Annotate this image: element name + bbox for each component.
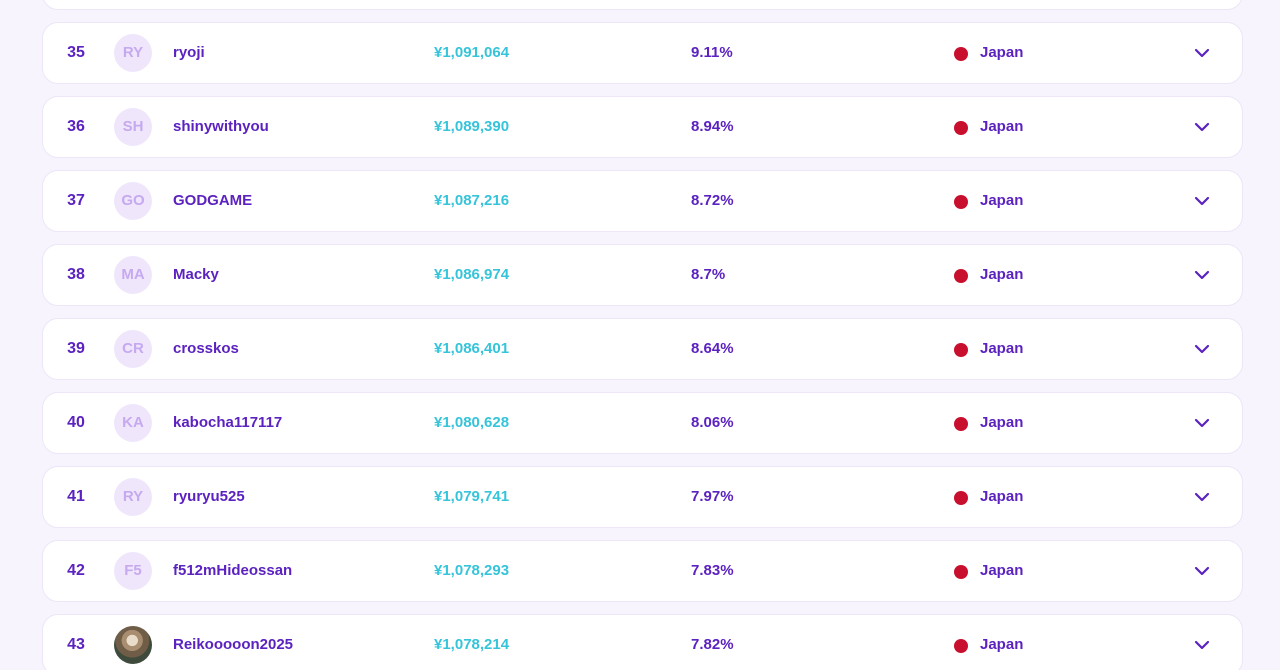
chevron-down-icon[interactable] <box>1193 44 1211 62</box>
leaderboard-row[interactable]: 43 Reikooooon2025 ¥1,078,214 7.82% Japan <box>42 614 1243 670</box>
rank-number: 43 <box>67 636 85 653</box>
japan-flag-icon <box>954 343 968 357</box>
username[interactable]: shinywithyou <box>173 118 269 135</box>
winnings-amount: ¥1,089,390 <box>434 118 510 135</box>
rank-number: 39 <box>67 340 85 357</box>
country-name: Japan <box>980 266 1024 283</box>
avatar: MA <box>114 256 152 294</box>
winnings-amount: ¥1,078,214 <box>434 636 510 653</box>
chevron-down-icon[interactable] <box>1193 562 1211 580</box>
country-name: Japan <box>980 562 1024 579</box>
country-name: Japan <box>980 44 1024 61</box>
chevron-down-icon[interactable] <box>1193 414 1211 432</box>
username[interactable]: f512mHideossan <box>173 562 293 579</box>
japan-flag-icon <box>954 195 968 209</box>
avatar: KA <box>114 404 152 442</box>
japan-flag-icon <box>954 269 968 283</box>
winnings-amount: ¥1,086,401 <box>434 340 510 357</box>
rank-number: 41 <box>67 488 85 505</box>
rank-number: 36 <box>67 118 85 135</box>
leaderboard-row[interactable] <box>42 0 1243 10</box>
winnings-amount: ¥1,080,628 <box>434 414 510 431</box>
rank-number: 38 <box>67 266 85 283</box>
username[interactable]: ryoji <box>173 44 205 61</box>
avatar: SH <box>114 108 152 146</box>
username[interactable]: Reikooooon2025 <box>173 636 294 653</box>
chevron-down-icon[interactable] <box>1193 636 1211 654</box>
return-percent: 7.97% <box>691 488 734 505</box>
winnings-amount: ¥1,091,064 <box>434 44 510 61</box>
avatar <box>114 626 152 664</box>
rank-number: 35 <box>67 44 85 61</box>
rank-number: 40 <box>67 414 85 431</box>
avatar: CR <box>114 330 152 368</box>
japan-flag-icon <box>954 565 968 579</box>
country-name: Japan <box>980 192 1024 209</box>
return-percent: 8.72% <box>691 192 734 209</box>
country-name: Japan <box>980 488 1024 505</box>
username[interactable]: ryuryu525 <box>173 488 245 505</box>
return-percent: 8.06% <box>691 414 734 431</box>
japan-flag-icon <box>954 417 968 431</box>
return-percent: 8.7% <box>691 266 726 283</box>
username[interactable]: GODGAME <box>173 192 253 209</box>
chevron-down-icon[interactable] <box>1193 266 1211 284</box>
return-percent: 9.11% <box>691 44 733 61</box>
username[interactable]: Macky <box>173 266 219 283</box>
leaderboard-row[interactable]: 38 MA Macky ¥1,086,974 8.7% Japan <box>42 244 1243 306</box>
avatar: RY <box>114 34 152 72</box>
chevron-down-icon[interactable] <box>1193 192 1211 210</box>
leaderboard-row[interactable]: 41 RY ryuryu525 ¥1,079,741 7.97% Japan <box>42 466 1243 528</box>
leaderboard-row[interactable]: 40 KA kabocha117117 ¥1,080,628 8.06% Japan <box>42 392 1243 454</box>
avatar: RY <box>114 478 152 516</box>
country-name: Japan <box>980 340 1024 357</box>
return-percent: 8.64% <box>691 340 734 357</box>
username[interactable]: kabocha117117 <box>173 414 283 431</box>
japan-flag-icon <box>954 47 968 61</box>
avatar: F5 <box>114 552 152 590</box>
chevron-down-icon[interactable] <box>1193 340 1211 358</box>
chevron-down-icon[interactable] <box>1193 488 1211 506</box>
country-name: Japan <box>980 414 1024 431</box>
leaderboard-row[interactable]: 35 RY ryoji ¥1,091,064 9.11% Japan <box>42 22 1243 84</box>
return-percent: 8.94% <box>691 118 734 135</box>
winnings-amount: ¥1,079,741 <box>434 488 510 505</box>
leaderboard-list: 35 RY ryoji ¥1,091,064 9.11% Japan 36 SH shinywi… <box>42 0 1243 670</box>
username[interactable]: crosskos <box>173 340 239 357</box>
japan-flag-icon <box>954 121 968 135</box>
return-percent: 7.83% <box>691 562 734 579</box>
leaderboard-row[interactable]: 37 GO GODGAME ¥1,087,216 8.72% Japan <box>42 170 1243 232</box>
japan-flag-icon <box>954 491 968 505</box>
chevron-down-icon[interactable] <box>1193 118 1211 136</box>
leaderboard-row[interactable]: 42 F5 f512mHideossan ¥1,078,293 7.83% Japan <box>42 540 1243 602</box>
japan-flag-icon <box>954 639 968 653</box>
winnings-amount: ¥1,086,974 <box>434 266 510 283</box>
winnings-amount: ¥1,078,293 <box>434 562 510 579</box>
return-percent: 7.82% <box>691 636 734 653</box>
leaderboard-row[interactable]: 36 SH shinywithyou ¥1,089,390 8.94% Japan <box>42 96 1243 158</box>
avatar: GO <box>114 182 152 220</box>
country-name: Japan <box>980 636 1024 653</box>
rank-number: 37 <box>67 192 85 209</box>
leaderboard-row[interactable]: 39 CR crosskos ¥1,086,401 8.64% Japan <box>42 318 1243 380</box>
winnings-amount: ¥1,087,216 <box>434 192 510 209</box>
country-name: Japan <box>980 118 1024 135</box>
rank-number: 42 <box>67 562 85 579</box>
